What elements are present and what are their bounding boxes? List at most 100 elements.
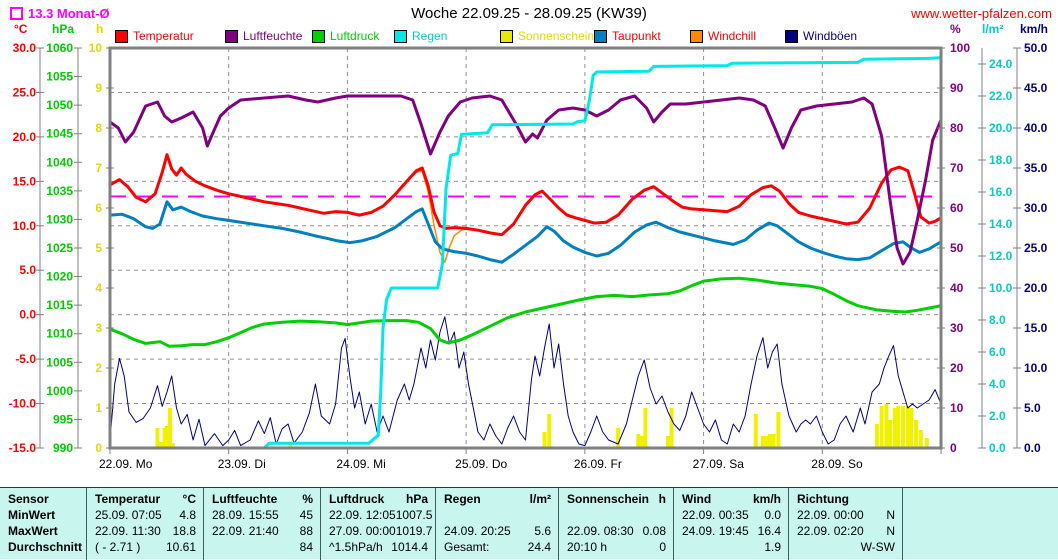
table-column-luftdruck: Luftdruck hPa 22.09. 12:05 1007.5 27.09. 00:… <box>320 488 435 560</box>
series-regen <box>110 56 941 448</box>
axis-unit--c: °C <box>14 22 28 36</box>
table-row-minwert <box>903 507 1058 523</box>
axis-tick-label: 0.0 <box>1024 441 1041 455</box>
axis-tick-label: 80 <box>950 121 964 135</box>
table-cell-time: 20:10 h <box>567 540 608 554</box>
table-header-name: Luftfeuchte <box>212 492 278 506</box>
axis-tick-label: 2 <box>95 361 102 375</box>
table-cell-value: 5.6 <box>534 524 551 538</box>
legend-item-label: Regen <box>412 29 448 43</box>
legend-item-label: Temperatur <box>133 29 194 43</box>
table-row-minwert: 28.09. 15:55 45 <box>204 507 320 523</box>
table-column-empty <box>902 488 1058 560</box>
sunshine-bar <box>669 408 674 448</box>
website-link[interactable]: www.wetter-pfalzen.com <box>911 6 1052 21</box>
axis-tick-label: 1010 <box>46 327 73 341</box>
legend-swatch-icon <box>115 29 128 43</box>
table-row-minwert: 22.09. 00:00 N <box>789 507 902 523</box>
sunshine-bar <box>643 408 648 448</box>
axis-tick-label: 8 <box>95 121 102 135</box>
axis-tick-label: 990 <box>53 441 73 455</box>
table-row-maxwert: 22.09. 11:30 18.8 <box>87 523 203 539</box>
axis-tick-label: 9 <box>95 81 102 95</box>
table-column-luftfeuchte: Luftfeuchte% 28.09. 15:55 45 22.09. 21:40 88… <box>203 488 320 560</box>
sunshine-bar <box>164 426 169 448</box>
table-column-sensor: Sensor MinWert MaxWert Durchschnitt <box>0 488 86 560</box>
axis-tick-label: 10 <box>89 41 103 55</box>
axis-tick-label: 1055 <box>46 70 73 84</box>
legend-swatch-icon <box>500 29 513 43</box>
table-cell-time: 22.09. 00:35 <box>682 508 749 522</box>
series-temperatur <box>110 153 941 237</box>
axis-unit--: % <box>950 22 961 36</box>
axis-hpa: 1060 1055 1050 1045 1040 1035 1030 1025 1020 1015… <box>46 41 82 455</box>
series-windchill <box>406 169 467 263</box>
legend-item-regen: Regen <box>394 29 447 43</box>
sunshine-bar <box>764 436 769 448</box>
sunshine-bar <box>887 420 892 448</box>
monthly-avg-label: 13.3 Monat-Ø <box>28 6 110 21</box>
plot-border <box>108 46 943 450</box>
table-cell-value: 88 <box>299 524 313 538</box>
axis-tick-label: 1015 <box>46 298 73 312</box>
axis-tick-label: 1020 <box>46 270 73 284</box>
table-row-maxwert: 27.09. 00:00 1019.7 <box>321 523 435 539</box>
table-header-unit: hPa <box>405 492 428 506</box>
table-cell-value: 16.4 <box>757 524 781 538</box>
table-header <box>903 491 1058 507</box>
table-cell-value: 1007.5 <box>395 508 433 522</box>
sunshine-bar <box>905 406 910 448</box>
sunshine-bar <box>884 404 889 448</box>
table-header: Sensor <box>0 491 86 507</box>
table-row-maxwert <box>903 523 1058 539</box>
table-header-name: Wind <box>682 492 712 506</box>
weather-chart: 30.0 25.0 20.0 15.0 10.0 5.0 0.0 -5.0 -10.0 -15.0… <box>0 40 1058 486</box>
axis-tick-label: 7 <box>95 161 102 175</box>
table-cell-time: 22.09. 21:40 <box>212 524 279 538</box>
table-row-minwert: MinWert <box>0 507 86 523</box>
axis-tick-label: 30 <box>950 321 964 335</box>
x-axis-label: 23.09. Di <box>218 457 266 471</box>
axis--c: 30.0 25.0 20.0 15.0 10.0 5.0 0.0 -5.0 -10.0 -15.0 <box>9 41 44 455</box>
table-column-wind: Wind km/h 22.09. 00:35 0.0 24.09. 19:45 16.4 1… <box>673 488 788 560</box>
axis-tick-label: 10.0 <box>989 281 1013 295</box>
axis-unit-km-h: km/h <box>1020 22 1049 36</box>
axis-tick-label: 20 <box>950 361 964 375</box>
axis-tick-label: 22.0 <box>989 89 1013 103</box>
axis-tick-label: 1040 <box>46 155 73 169</box>
axis-tick-label: 20.0 <box>1024 281 1048 295</box>
legend-swatch-icon <box>394 29 407 43</box>
table-row-maxwert: 24.09. 20:25 5.6 <box>436 523 558 539</box>
legend-swatch-icon <box>785 29 798 43</box>
axis-unit-h: h <box>96 22 104 36</box>
legend-item-temperatur: Temperatur <box>115 29 194 43</box>
series-luftdruck <box>110 276 941 348</box>
axis-tick-label: 6.0 <box>989 345 1006 359</box>
axis-tick-label: 45.0 <box>1024 81 1048 95</box>
axis-tick-label: 1030 <box>46 212 73 226</box>
axis-tick-label: 0 <box>950 441 957 455</box>
sunshine-bar <box>771 434 776 448</box>
sunshine-bar <box>901 406 906 448</box>
table-cell-time: Gesamt: <box>444 540 490 554</box>
table-row-durchschnitt: 84 <box>204 539 320 555</box>
axis-tick-label: 60 <box>950 201 964 215</box>
axis-tick-label: 15.0 <box>13 174 37 188</box>
axis-l-m-: 24.0 22.0 20.0 18.0 16.0 14.0 12.0 10.0 8.0 6.0 4.… <box>978 48 1013 455</box>
sunshine-bar <box>753 414 758 448</box>
axis-tick-label: 16.0 <box>989 185 1013 199</box>
axis-tick-label: 1060 <box>46 41 73 55</box>
axis-tick-label: 18.0 <box>989 153 1013 167</box>
table-row-label: Durchschnitt <box>8 540 83 554</box>
x-axis: 22.09. Mo 23.09. Di 24.09. Mi 25.09. Do 26.0… <box>99 448 942 471</box>
legend-item-windboeen: Windböen <box>785 29 857 43</box>
table-cell-time: 22.09. 11:30 <box>95 524 161 538</box>
table-row-durchschnitt: 20:10 h 0 <box>559 539 673 555</box>
table-cell-value: 45 <box>299 508 313 522</box>
table-row-maxwert: MaxWert <box>0 523 86 539</box>
legend-item-luftfeuchte: Luftfeuchte <box>225 29 302 43</box>
table-cell-value: 4.8 <box>179 508 196 522</box>
sunshine-bar <box>896 406 901 448</box>
sunshine-bar <box>918 430 923 448</box>
